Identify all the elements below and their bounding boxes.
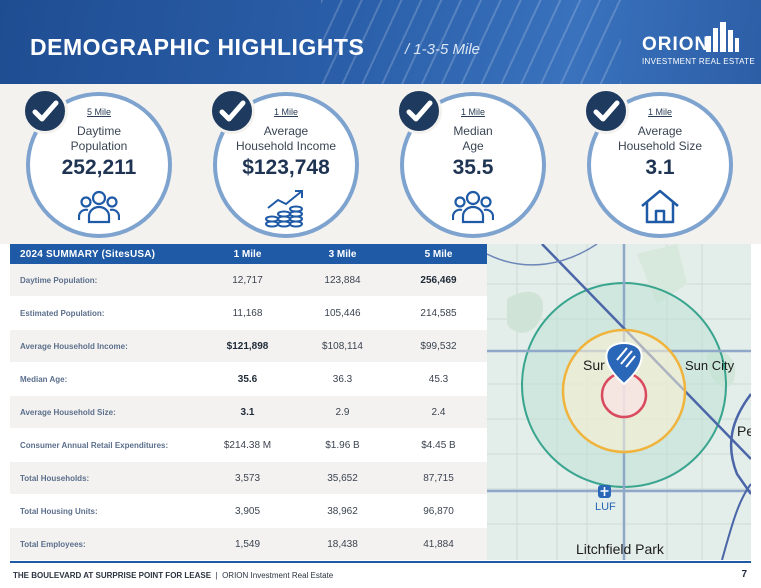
footer-property: THE BOULEVARD AT SURPRISE POINT FOR LEAS… [13,571,212,580]
page-number: 7 [741,569,747,580]
logo-word: ORION [642,34,710,55]
orion-logo: ORION INVESTMENT REAL ESTATE [642,20,755,70]
cell-1-mile: 3,573 [234,472,261,484]
page-header: DEMOGRAPHIC HIGHLIGHTS / 1-3-5 Mile ORIO… [0,0,761,84]
footer-company: ORION Investment Real Estate [222,571,334,580]
cell-3-mile: 2.9 [335,406,350,418]
table-row: Average Household Income: $121,898 $108,… [10,330,487,363]
table-row: Total Housing Units: 3,905 38,962 96,870 [10,495,487,528]
check-icon [209,88,255,134]
table-row: Daytime Population: 12,717 123,884 256,4… [10,264,487,297]
highlight-value: 252,211 [61,156,137,179]
cell-5-mile: $99,532 [420,340,457,352]
check-icon [583,88,629,134]
cell-1-mile: 35.6 [237,373,258,385]
cell-5-mile: 214,585 [420,307,457,319]
highlight-radius: 1 Mile [460,107,485,117]
row-label: Average Household Income: [20,341,128,351]
header-decoration [321,0,621,84]
radius-map: Sur Sun City Pe LUF Litchfield Park [487,244,751,560]
highlight-radius: 5 Mile [86,107,111,117]
table-body: Daytime Population: 12,717 123,884 256,4… [10,264,487,561]
footer: THE BOULEVARD AT SURPRISE POINT FOR LEAS… [13,571,333,580]
check-icon [396,88,442,134]
highlight-radius: 1 Mile [647,107,672,117]
highlight-household-size: 1 Mile Average Household Size 3.1 [583,88,733,238]
map-label-surprise: Sur [583,357,605,373]
cell-1-mile: 1,549 [234,538,261,550]
highlight-median-age: 1 Mile Median Age 35.5 [396,88,546,238]
cell-3-mile: 35,652 [327,472,358,484]
page-title: DEMOGRAPHIC HIGHLIGHTS [30,34,365,60]
table-row: Total Households: 3,573 35,652 87,715 [10,462,487,495]
row-label: Consumer Annual Retail Expenditures: [20,440,169,450]
cell-3-mile: 123,884 [324,274,361,286]
map-graphic [487,244,751,560]
map-label-luf: LUF [595,501,616,513]
house-icon [640,188,680,229]
airport-icon [598,485,611,498]
cell-1-mile: $214.38 M [223,439,272,451]
cell-1-mile: 11,168 [232,307,263,319]
people-icon [451,188,495,229]
table-header: 2024 SUMMARY (SitesUSA) 1 Mile 3 Mile 5 … [10,244,487,264]
cell-3-mile: $108,114 [322,340,363,352]
income-growth-icon [264,188,308,233]
footer-divider [10,561,751,563]
row-label: Total Employees: [20,539,86,549]
highlight-value: $123,748 [242,156,330,179]
people-icon [77,188,121,229]
cell-5-mile: 41,884 [423,538,454,550]
table-row: Average Household Size: 3.1 2.9 2.4 [10,396,487,429]
table-title: 2024 SUMMARY (SitesUSA) [20,248,156,260]
check-icon [22,88,68,134]
cell-1-mile: 3,905 [234,505,261,517]
highlight-daytime-population: 5 Mile Daytime Population 252,211 [22,88,172,238]
row-label: Median Age: [20,374,68,384]
cell-5-mile: $4.45 B [421,439,456,451]
skyline-icon [706,22,739,52]
cell-3-mile: 105,446 [324,307,361,319]
highlight-value: 35.5 [452,156,494,179]
table-row: Consumer Annual Retail Expenditures: $21… [10,429,487,462]
column-header: 3 Mile [328,248,357,260]
cell-5-mile: 256,469 [420,274,457,286]
highlight-label: Daytime Population [70,124,128,153]
table-row: Estimated Population: 11,168 105,446 214… [10,297,487,330]
cell-3-mile: 36.3 [332,373,353,385]
cell-1-mile: 3.1 [240,406,255,418]
cell-3-mile: $1.96 B [325,439,360,451]
table-row: Median Age: 35.6 36.3 45.3 [10,363,487,396]
table-row: Total Employees: 1,549 18,438 41,884 [10,528,487,561]
column-header: 1 Mile [233,248,262,260]
row-label: Total Households: [20,473,90,483]
highlight-label: Average Household Size [617,124,703,153]
row-label: Average Household Size: [20,407,116,417]
highlight-label: Average Household Income [235,124,337,153]
column-header: 5 Mile [424,248,453,260]
highlight-label: Median Age [453,124,493,153]
row-label: Estimated Population: [20,308,105,318]
map-label-sun-city: Sun City [685,358,735,373]
row-label: Total Housing Units: [20,506,98,516]
logo-tagline: INVESTMENT REAL ESTATE [642,57,755,66]
footer-separator: | [215,571,218,580]
highlight-household-income: 1 Mile Average Household Income $123,748 [209,88,359,238]
highlight-value: 3.1 [645,156,675,179]
cell-1-mile: $121,898 [226,340,269,352]
row-label: Daytime Population: [20,275,98,285]
map-label-peoria: Pe [737,423,751,439]
cell-5-mile: 96,870 [423,505,454,517]
summary-table: 2024 SUMMARY (SitesUSA) 1 Mile 3 Mile 5 … [10,244,487,561]
cell-3-mile: 38,962 [327,505,358,517]
cell-3-mile: 18,438 [327,538,358,550]
page-subtitle: / 1-3-5 Mile [405,41,481,58]
location-pin-icon [605,342,643,386]
cell-5-mile: 45.3 [428,373,449,385]
map-label-litchfield-park: Litchfield Park [576,541,664,557]
highlight-radius: 1 Mile [273,107,298,117]
cell-1-mile: 12,717 [232,274,263,286]
cell-5-mile: 2.4 [431,406,446,418]
cell-5-mile: 87,715 [423,472,454,484]
